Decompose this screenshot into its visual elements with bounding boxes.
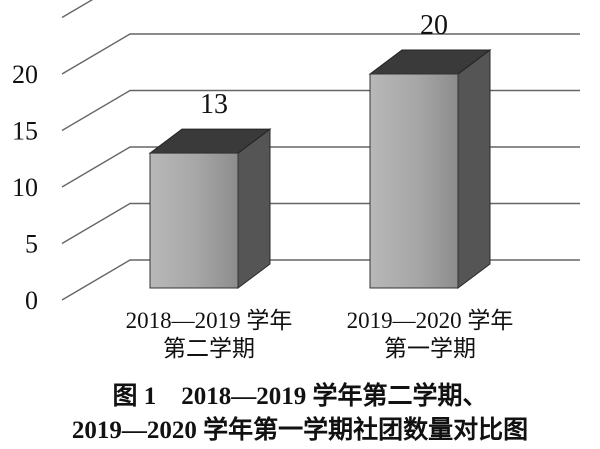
bars	[148, 49, 492, 289]
y-tick-label: 10	[12, 173, 38, 202]
y-tick-label: 20	[12, 60, 38, 89]
y-tick-label: 15	[12, 117, 38, 146]
y-tick-label: 0	[25, 286, 38, 315]
bar-side	[237, 128, 271, 289]
x-axis-categories: 2018—2019 学年第二学期 2019—2020 学年第一学期	[126, 308, 514, 361]
bar-side	[457, 49, 491, 289]
caption-line: 图 1 2018—2019 学年第二学期、	[112, 381, 487, 410]
bar-front	[369, 73, 459, 289]
data-label: 20	[420, 10, 448, 41]
bar-front	[149, 152, 239, 289]
category-label: 2018—2019 学年	[126, 308, 293, 333]
bar	[368, 49, 492, 289]
caption-line: 2019—2020 学年第一学期社团数量对比图	[72, 415, 528, 444]
gridline	[61, 33, 580, 75]
gridline	[61, 89, 580, 132]
gridlines	[61, 0, 580, 301]
figure-caption: 图 1 2018—2019 学年第二学期、 2019—2020 学年第一学期社团数…	[72, 381, 528, 444]
data-labels: 13 20	[200, 10, 448, 120]
gridline	[61, 259, 580, 301]
gridline	[61, 202, 580, 245]
category-label: 2019—2020 学年	[347, 308, 514, 333]
category-label: 第二学期	[163, 336, 255, 361]
gridline	[61, 0, 94, 19]
category-label: 第一学期	[384, 336, 476, 361]
y-tick-label: 5	[25, 230, 38, 259]
bar	[148, 128, 272, 289]
data-label: 13	[200, 89, 228, 120]
y-axis-ticks: 0 5 10 15 20	[12, 60, 38, 315]
gridline	[61, 146, 580, 188]
